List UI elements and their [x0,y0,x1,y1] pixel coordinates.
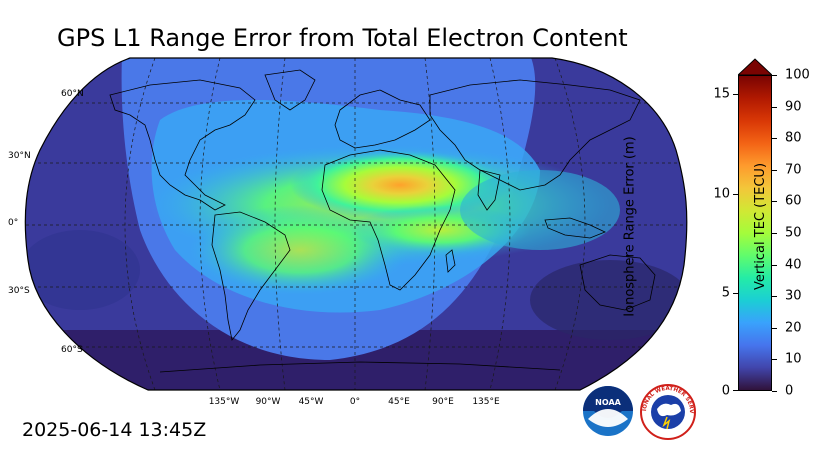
right-tick-50: 50 [785,225,802,241]
lat-label-30s: 30°S [8,286,30,296]
lat-label-30n: 30°N [8,151,31,161]
noaa-logo: NOAA [583,386,633,436]
nws-logo: NATIONAL WEATHER SERVICE [639,383,696,440]
right-tick-10: 10 [785,351,802,367]
timestamp: 2025-06-14 13:45Z [22,419,207,441]
lon-label-0: 0° [349,397,361,407]
right-axis-label: Vertical TEC (TECU) [753,162,769,290]
left-tick-mark [733,94,738,95]
lon-label-45e: 45°E [388,397,410,407]
lon-label-135e: 135°E [472,397,500,407]
left-tick-5: 5 [721,285,730,301]
right-tick-40: 40 [785,257,802,273]
coastlines [109,69,656,373]
colorbar [738,75,772,391]
right-tick-mark [772,169,777,171]
left-axis-label: Ionosphere Range Error (m) [622,135,638,317]
right-tick-70: 70 [785,162,802,178]
chart-title: GPS L1 Range Error from Total Electron C… [57,24,628,52]
left-tick-15: 15 [713,86,730,102]
right-tick-mark [772,296,777,298]
right-tick-mark [772,201,777,203]
right-tick-mark [772,359,777,361]
left-tick-mark [733,194,738,195]
lat-label-0: 0° [8,218,19,228]
graticule [25,58,687,390]
right-tick-0: 0 [785,383,794,399]
colorbar-extend-triangle [738,58,772,76]
lon-label-90w: 90°W [255,397,281,407]
lon-label-90e: 90°E [432,397,454,407]
right-tick-mark [772,106,777,108]
left-tick-10: 10 [713,186,730,202]
right-tick-mark [772,327,777,329]
right-tick-mark [772,391,777,392]
right-tick-60: 60 [785,193,802,209]
right-tick-20: 20 [785,320,802,336]
left-tick-mark [733,293,738,294]
lon-label-135w: 135°W [208,397,240,407]
lat-label-60s: 60°S [61,345,83,355]
right-tick-mark [772,138,777,140]
right-tick-90: 90 [785,99,802,115]
left-tick-mark [733,390,738,391]
right-tick-80: 80 [785,130,802,146]
right-tick-mark [772,75,777,76]
right-tick-mark [772,264,777,266]
left-tick-0: 0 [721,383,730,399]
right-tick-100: 100 [785,67,810,83]
noaa-logo-text: NOAA [595,398,621,407]
globe-outline [24,57,688,391]
right-tick-30: 30 [785,288,802,304]
lon-label-45w: 45°W [298,397,324,407]
right-tick-mark [772,233,777,234]
lat-label-60n: 60°N [61,89,84,99]
